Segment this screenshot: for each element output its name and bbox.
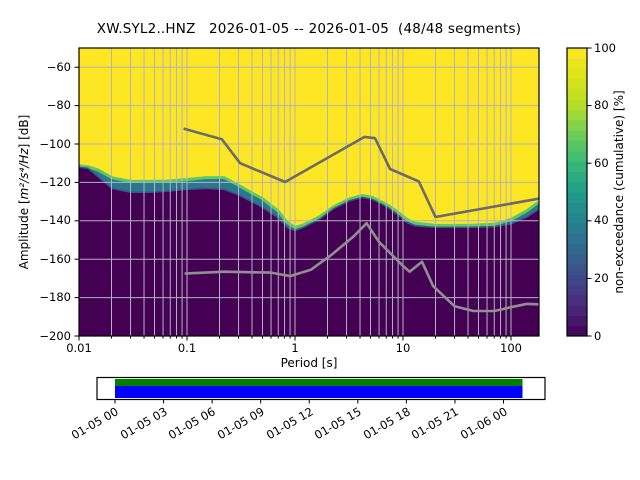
colorbar <box>566 47 592 337</box>
x-tick-label: 10 <box>395 341 411 355</box>
colorbar-tick-label: 40 <box>594 213 609 228</box>
colorbar-tick-label: 60 <box>594 155 609 170</box>
x-tick-label: 0.01 <box>66 341 92 355</box>
colorbar-tick-label: 80 <box>594 98 609 113</box>
heatmap-area <box>79 48 539 336</box>
y-tick-label: −180 <box>39 290 71 305</box>
high-noise-model-line <box>183 127 539 219</box>
plot-border <box>78 47 540 337</box>
y-tick-label: −140 <box>39 213 71 228</box>
colorbar-tick-label: 20 <box>594 270 609 285</box>
x-axis-label: Period [s] <box>280 356 338 370</box>
y-axis-label-units: m²/s⁴/Hz <box>17 148 31 200</box>
x-tick-label: 1 <box>291 341 299 355</box>
y-tick-label: −60 <box>46 59 71 74</box>
timeline-coverage-bar <box>96 376 546 404</box>
y-axis-label-suffix: ] [dB] <box>17 114 31 149</box>
y-tick-label: −160 <box>39 251 71 266</box>
x-tick-label: 100 <box>500 341 522 355</box>
y-tick-label: −100 <box>39 136 71 151</box>
y-axis-label: Amplitude [m²/s⁴/Hz] [dB] <box>17 115 31 270</box>
timeline-coverage-green <box>115 379 523 386</box>
x-tick-label: 0.1 <box>177 341 197 355</box>
y-tick-label: −200 <box>39 328 71 343</box>
low-noise-model-line <box>184 222 539 313</box>
gridlines <box>79 48 539 336</box>
y-tick-label: −120 <box>39 174 71 189</box>
colorbar-tick-label: 0 <box>594 328 602 343</box>
colorbar-tick-label: 100 <box>594 40 616 55</box>
colorbar-label: non-exceedance (cumulative) [%] <box>612 90 626 294</box>
y-tick-label: −80 <box>46 98 71 113</box>
plot-title: XW.SYL2..HNZ 2026-01-05 -- 2026-01-05 (4… <box>96 21 522 37</box>
timeline-coverage-blue <box>115 386 523 398</box>
axis-ticks <box>74 66 512 341</box>
y-axis-label-prefix: Amplitude [ <box>17 199 31 270</box>
